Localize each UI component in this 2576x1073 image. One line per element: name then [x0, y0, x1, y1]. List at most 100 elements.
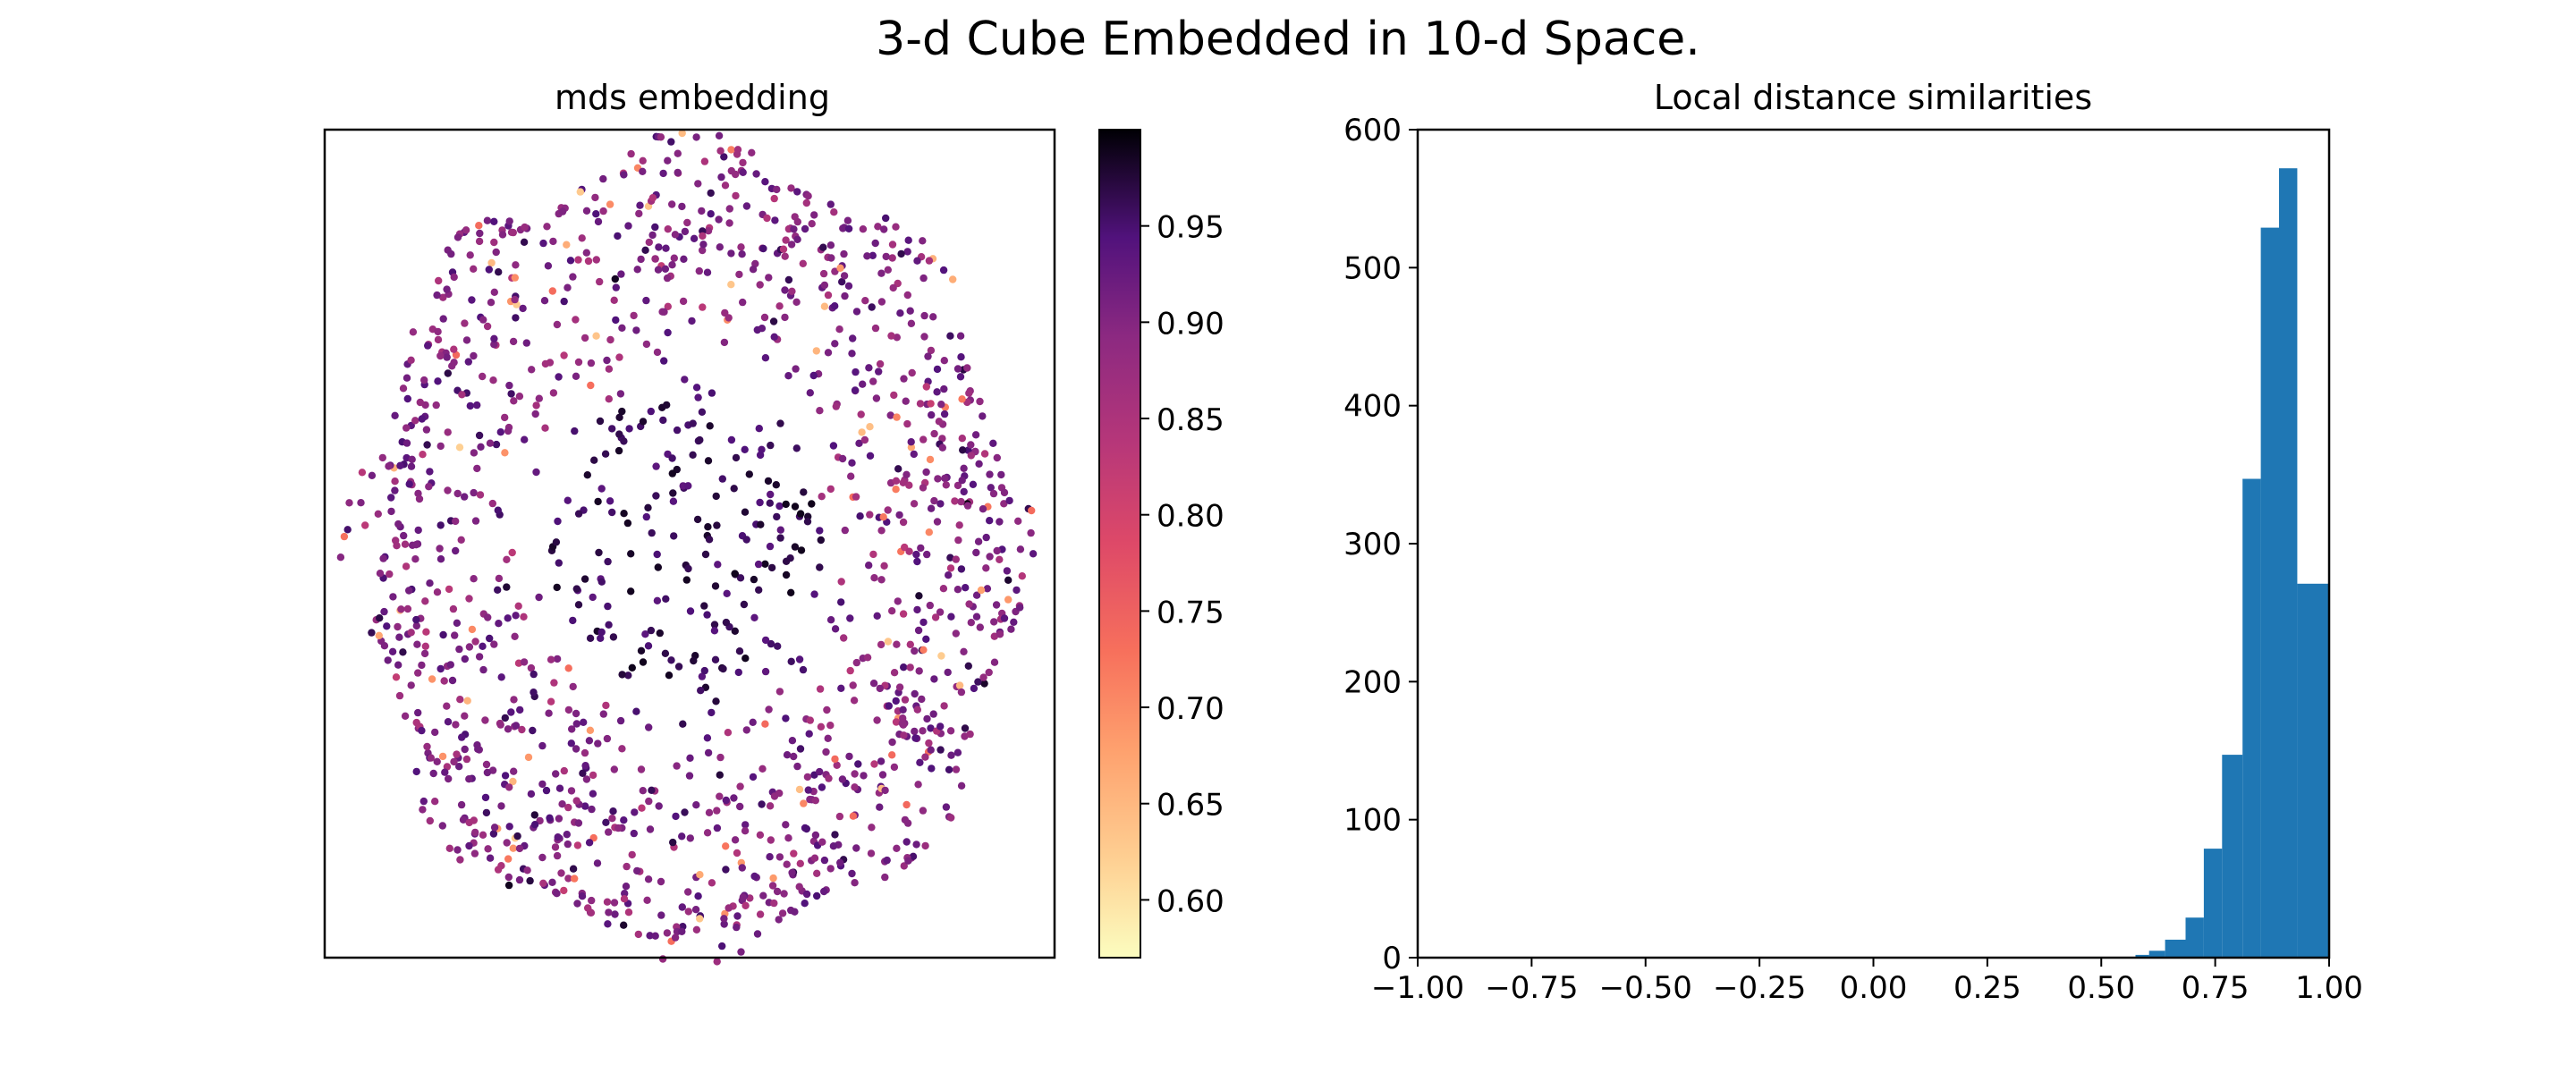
scatter-point	[411, 555, 419, 563]
scatter-point	[567, 787, 576, 795]
scatter-point	[580, 748, 589, 757]
scatter-point	[503, 555, 511, 563]
scatter-point	[912, 550, 920, 559]
scatter-point	[431, 798, 439, 806]
scatter-point	[902, 800, 911, 809]
y-tick-label: 600	[1343, 113, 1402, 148]
scatter-point	[461, 745, 469, 754]
scatter-point	[771, 216, 779, 224]
scatter-point	[414, 708, 422, 717]
scatter-point	[530, 689, 538, 697]
scatter-point	[993, 453, 1002, 462]
scatter-point	[919, 237, 927, 245]
scatter-point	[713, 824, 722, 832]
scatter-point	[541, 424, 549, 432]
scatter-point	[1003, 567, 1012, 575]
scatter-point	[910, 450, 918, 459]
scatter-point	[614, 446, 623, 455]
scatter-point	[646, 932, 654, 940]
scatter-point	[648, 194, 657, 202]
scatter-point	[974, 678, 982, 686]
x-tick-label: −0.75	[1485, 970, 1578, 1006]
scatter-point	[614, 232, 622, 241]
scatter-point	[396, 461, 404, 469]
scatter-point	[592, 256, 600, 264]
scatter-point	[694, 180, 702, 188]
scatter-point	[906, 663, 914, 672]
scatter-point	[796, 745, 805, 753]
scatter-point	[538, 780, 547, 789]
scatter-point	[733, 150, 741, 158]
scatter-point	[802, 890, 811, 899]
scatter-point	[799, 665, 808, 674]
scatter-point	[768, 882, 777, 890]
x-tick-label: −0.25	[1713, 970, 1806, 1006]
scatter-point	[451, 631, 459, 639]
scatter-point	[755, 586, 763, 594]
scatter-point	[784, 275, 793, 284]
scatter-point	[915, 667, 923, 675]
scatter-point	[468, 296, 476, 304]
scatter-point	[714, 561, 722, 569]
scatter-point	[920, 333, 928, 341]
histogram-bars	[2135, 168, 2329, 959]
scatter-point	[630, 311, 638, 320]
scatter-point	[486, 854, 495, 862]
scatter-point	[651, 255, 659, 263]
scatter-point	[877, 757, 886, 765]
scatter-point	[882, 252, 890, 261]
scatter-point	[668, 261, 676, 269]
scatter-point	[450, 345, 458, 353]
scatter-point	[588, 896, 596, 905]
scatter-point	[841, 291, 849, 300]
scatter-point	[450, 359, 458, 367]
scatter-point	[776, 534, 784, 542]
scatter-point	[526, 876, 534, 885]
scatter-point	[585, 737, 594, 745]
scatter-point	[884, 638, 893, 646]
scatter-point	[503, 839, 511, 847]
scatter-point	[957, 782, 966, 790]
scatter-point	[402, 374, 411, 382]
scatter-point	[548, 878, 556, 886]
scatter-point	[470, 575, 478, 583]
scatter-point	[769, 317, 778, 325]
scatter-point	[683, 218, 691, 227]
x-tick-label: 0.25	[1953, 970, 2021, 1006]
scatter-point	[876, 803, 884, 811]
scatter-point	[699, 241, 708, 249]
scatter-point	[857, 410, 865, 418]
scatter-point	[704, 748, 713, 757]
scatter-panel: mds embedding	[323, 78, 1056, 966]
scatter-point	[438, 752, 447, 761]
scatter-point	[838, 454, 847, 463]
scatter-point	[627, 587, 635, 596]
scatter-point	[884, 266, 892, 274]
scatter-point	[569, 273, 577, 281]
scatter-point	[674, 149, 682, 157]
colorbar-ticks: 0.60 0.65 0.70 0.75 0.80 0.85 0.90 0.95	[1140, 210, 1224, 919]
scatter-point	[783, 751, 792, 759]
scatter-point	[1000, 488, 1009, 497]
scatter-point	[958, 395, 966, 403]
scatter-point	[900, 375, 908, 383]
scatter-point	[840, 249, 848, 258]
scatter-point	[881, 786, 889, 795]
scatter-point	[919, 484, 928, 492]
scatter-point	[560, 351, 568, 359]
scatter-point	[946, 553, 954, 562]
scatter-point	[800, 799, 808, 807]
scatter-point	[965, 389, 973, 397]
scatter-point	[427, 754, 435, 762]
scatter-point	[492, 248, 500, 257]
scatter-point	[620, 895, 629, 903]
scatter-point	[770, 899, 778, 908]
scatter-point	[923, 714, 931, 723]
scatter-point	[686, 834, 694, 842]
scatter-point	[699, 232, 707, 241]
scatter-point	[470, 265, 478, 273]
scatter-point	[944, 668, 952, 677]
scatter-point	[985, 668, 993, 677]
scatter-points	[336, 129, 1038, 966]
